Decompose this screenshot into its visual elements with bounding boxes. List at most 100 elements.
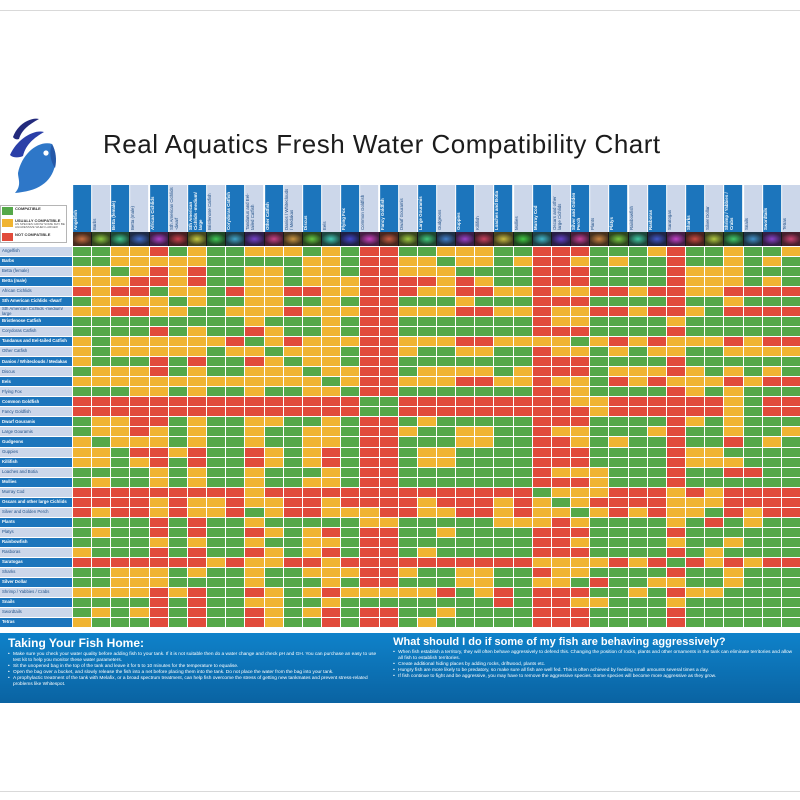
matrix-cell <box>781 357 800 367</box>
matrix-cell <box>322 307 341 317</box>
matrix-cell <box>322 347 341 357</box>
matrix-cell <box>207 577 226 587</box>
matrix-cell <box>245 337 264 347</box>
matrix-cell <box>111 567 130 577</box>
matrix-cell <box>245 267 264 277</box>
matrix-cell <box>187 507 207 517</box>
matrix-cell <box>417 347 436 357</box>
matrix-cell <box>92 287 111 297</box>
matrix-cell <box>436 327 456 337</box>
matrix-cell <box>283 567 302 577</box>
matrix-cell <box>360 487 379 497</box>
matrix-cell <box>551 267 571 277</box>
matrix-cell <box>743 327 762 337</box>
matrix-cell <box>149 617 168 627</box>
matrix-cell <box>571 297 590 307</box>
matrix-cell <box>398 377 417 387</box>
matrix-cell <box>245 617 264 627</box>
matrix-cell <box>456 267 475 277</box>
matrix-cell <box>187 487 207 497</box>
matrix-cell <box>590 247 609 257</box>
matrix-cell <box>207 527 226 537</box>
matrix-cell <box>590 607 609 617</box>
matrix-cell <box>743 527 762 537</box>
matrix-cell <box>436 517 456 527</box>
matrix-cell <box>226 367 245 377</box>
matrix-cell <box>532 367 551 377</box>
matrix-cell <box>73 307 92 317</box>
matrix-cell <box>686 447 705 457</box>
compatibility-matrix <box>73 247 800 627</box>
matrix-cell <box>245 497 264 507</box>
matrix-cell <box>666 437 686 447</box>
matrix-cell <box>283 447 302 457</box>
matrix-cell <box>686 277 705 287</box>
matrix-cell <box>283 607 302 617</box>
matrix-cell <box>398 257 417 267</box>
matrix-cell <box>532 527 551 537</box>
matrix-cell <box>781 347 800 357</box>
matrix-cell <box>686 407 705 417</box>
matrix-cell <box>436 417 456 427</box>
matrix-cell <box>705 327 724 337</box>
matrix-cell <box>724 427 743 437</box>
matrix-cell <box>762 437 781 447</box>
matrix-cell <box>532 557 551 567</box>
matrix-cell <box>245 597 264 607</box>
matrix-cell <box>781 567 800 577</box>
matrix-cell <box>111 557 130 567</box>
matrix-cell <box>398 337 417 347</box>
matrix-cell <box>92 247 111 257</box>
matrix-cell <box>92 447 111 457</box>
matrix-cell <box>724 437 743 447</box>
row-label: Loaches and Botia <box>0 467 72 477</box>
matrix-cell <box>417 517 436 527</box>
matrix-cell <box>187 357 207 367</box>
matrix-cell <box>92 267 111 277</box>
matrix-cell <box>456 337 475 347</box>
matrix-cell <box>436 377 456 387</box>
matrix-cell <box>149 507 168 517</box>
matrix-cell <box>724 607 743 617</box>
matrix-cell <box>436 527 456 537</box>
matrix-cell <box>264 467 283 477</box>
fish-photo <box>168 232 187 246</box>
matrix-cell <box>686 357 705 367</box>
matrix-cell <box>149 497 168 507</box>
matrix-cell <box>513 437 532 447</box>
matrix-cell <box>456 567 475 577</box>
matrix-cell <box>762 457 781 467</box>
matrix-cell <box>436 597 456 607</box>
matrix-cell <box>111 357 130 367</box>
matrix-cell <box>149 567 168 577</box>
matrix-cell <box>571 467 590 477</box>
matrix-cell <box>705 617 724 627</box>
matrix-cell <box>571 537 590 547</box>
matrix-cell <box>571 477 590 487</box>
matrix-cell <box>743 277 762 287</box>
matrix-cell <box>187 477 207 487</box>
matrix-cell <box>73 597 92 607</box>
matrix-cell <box>283 297 302 307</box>
matrix-cell <box>92 477 111 487</box>
row-label: Common Goldfish <box>0 397 72 407</box>
matrix-cell <box>590 367 609 377</box>
matrix-cell <box>532 477 551 487</box>
matrix-cell <box>628 327 647 337</box>
matrix-cell <box>130 527 149 537</box>
row-label: Killifish <box>0 457 72 467</box>
bullet-dot: • <box>8 676 10 681</box>
matrix-cell <box>111 497 130 507</box>
matrix-cell <box>666 387 686 397</box>
matrix-cell <box>379 497 398 507</box>
row-label: Betta (male) <box>0 277 72 287</box>
matrix-cell <box>590 377 609 387</box>
matrix-cell <box>73 567 92 577</box>
matrix-cell <box>417 447 436 457</box>
row-label: Sth American Cichlids -medium/ large <box>0 307 72 317</box>
matrix-cell <box>149 477 168 487</box>
matrix-cell <box>590 447 609 457</box>
matrix-cell <box>571 407 590 417</box>
matrix-cell <box>475 587 494 597</box>
matrix-cell <box>130 317 149 327</box>
